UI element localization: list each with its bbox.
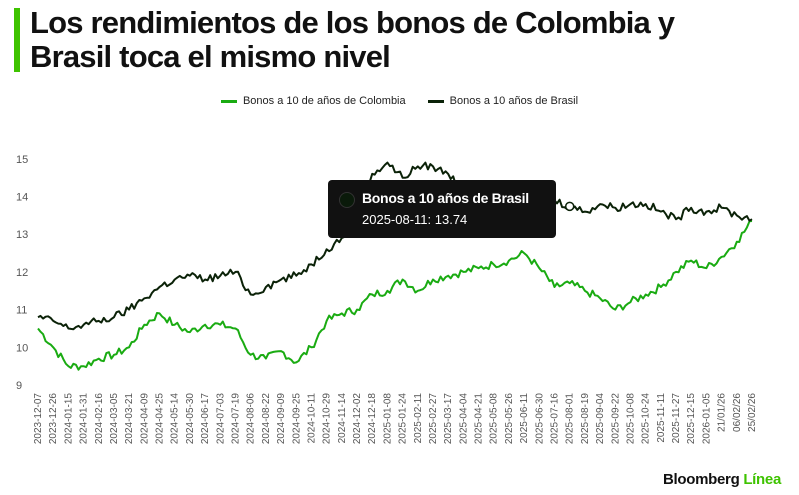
y-tick-label: 9	[16, 380, 22, 392]
title-accent-bar	[14, 8, 20, 72]
x-tick-label: 2025-04-04	[458, 393, 469, 445]
brand-logo: Bloomberg Línea	[663, 471, 781, 488]
x-tick-label: 2025-05-26	[504, 393, 515, 445]
x-tick-label: 2025-03-17	[443, 393, 454, 445]
x-tick-label: 21/01/26	[717, 393, 728, 432]
brand-accent: Línea	[743, 471, 781, 488]
x-tick-label: 2024-08-06	[246, 393, 257, 445]
x-tick-label: 2025-10-08	[625, 393, 636, 445]
x-tick-label: 2025-01-08	[382, 393, 393, 445]
x-tick-label: 2024-03-21	[124, 393, 135, 445]
x-tick-label: 2025-10-24	[641, 393, 652, 445]
x-tick-label: 2024-04-09	[139, 393, 150, 445]
x-tick-label: 2024-08-22	[261, 393, 272, 445]
x-tick-label: 2025-08-01	[565, 393, 576, 445]
x-tick-label: 2023-12-07	[33, 393, 44, 445]
x-tick-label: 2024-07-19	[230, 393, 241, 445]
y-tick-label: 15	[16, 154, 28, 166]
y-tick-label: 10	[16, 342, 28, 354]
legend-swatch-brasil	[427, 99, 444, 103]
x-tick-label: 2025-02-11	[413, 393, 424, 444]
x-tick-label: 2024-11-14	[337, 393, 348, 444]
x-tick-label: 2025-01-24	[398, 393, 409, 445]
hover-point-marker[interactable]	[564, 201, 575, 212]
y-tick-label: 14	[16, 192, 28, 204]
x-tick-label: 2025-02-27	[428, 393, 439, 445]
x-tick-label: 2024-10-11	[306, 393, 317, 444]
page-title: Los rendimientos de los bonos de Colombi…	[30, 5, 675, 74]
x-tick-label: 2025-11-27	[671, 393, 682, 444]
x-tick-label: 06/02/26	[732, 393, 743, 432]
x-tick-label: 2025-05-08	[489, 393, 500, 445]
brand-name: Bloomberg	[662, 471, 740, 488]
legend-swatch-colombia	[220, 99, 237, 103]
chart-legend: Bonos a 10 de años de Colombia Bonos a 1…	[0, 95, 799, 107]
x-tick-label: 2025-06-30	[534, 393, 545, 445]
x-tick-label: 25/02/26	[747, 393, 758, 432]
x-tick-label: 2025-09-04	[595, 393, 606, 445]
chart-tooltip: Bonos a 10 años de Brasil 2025-08-11: 13…	[328, 180, 556, 238]
legend-label-brasil: Bonos a 10 años de Brasil	[449, 95, 579, 107]
series-line-colombia[interactable]	[37, 220, 753, 371]
y-tick-label: 12	[16, 267, 28, 279]
y-tick-label: 13	[16, 229, 28, 241]
x-tick-label: 2024-10-29	[322, 393, 333, 445]
x-tick-label: 2024-04-25	[155, 393, 166, 445]
legend-item-brasil[interactable]: Bonos a 10 años de Brasil	[427, 95, 579, 107]
tooltip-series-marker	[339, 192, 355, 208]
tooltip-title: Bonos a 10 años de Brasil	[362, 190, 529, 206]
x-tick-label: 2024-09-09	[276, 393, 287, 445]
legend-label-colombia: Bonos a 10 de años de Colombia	[242, 95, 406, 107]
x-tick-label: 2024-05-30	[185, 393, 196, 445]
x-tick-label: 2024-07-03	[215, 393, 226, 445]
x-tick-label: 2024-01-31	[79, 393, 90, 445]
x-tick-label: 2025-04-21	[474, 393, 485, 445]
x-tick-label: 2026-01-05	[701, 393, 712, 445]
y-tick-label: 11	[16, 305, 27, 317]
series-line-brasil[interactable]	[37, 161, 753, 331]
x-tick-label: 2025-07-16	[550, 393, 561, 445]
x-tick-label: 2025-08-19	[580, 393, 591, 445]
x-tick-label: 2024-02-16	[94, 393, 105, 445]
x-tick-label: 2024-05-14	[170, 393, 181, 445]
legend-item-colombia[interactable]: Bonos a 10 de años de Colombia	[220, 95, 406, 107]
tooltip-value: 2025-08-11: 13.74	[362, 212, 468, 227]
x-tick-label: 2024-09-25	[291, 393, 302, 445]
x-tick-label: 2024-12-18	[367, 393, 378, 445]
x-tick-label: 2025-11-11	[656, 393, 667, 443]
x-tick-label: 2025-09-22	[610, 393, 621, 445]
x-tick-label: 2024-01-15	[63, 393, 74, 445]
x-tick-label: 2025-12-15	[686, 393, 697, 445]
x-tick-label: 2024-03-05	[109, 393, 120, 445]
x-tick-label: 2024-12-02	[352, 393, 363, 445]
x-tick-label: 2025-06-11	[519, 393, 530, 444]
x-tick-label: 2023-12-26	[48, 393, 59, 445]
x-tick-label: 2024-06-17	[200, 393, 211, 445]
